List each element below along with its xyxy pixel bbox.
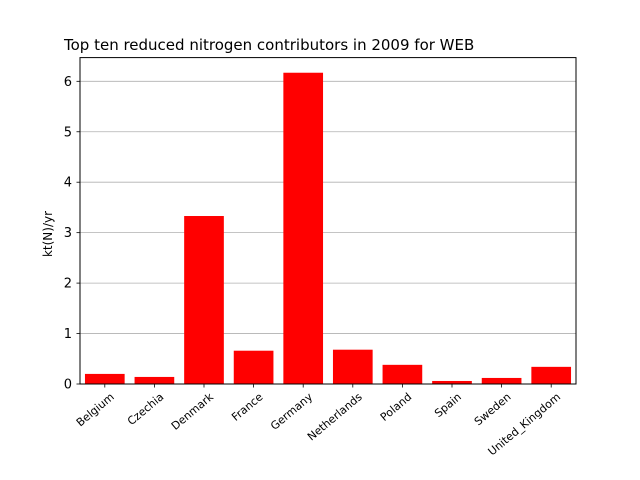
bars (84, 72, 572, 384)
x-tick-label: Sweden (472, 390, 514, 428)
y-tick-label: 3 (64, 226, 72, 241)
y-axis: 0 1 2 3 4 5 6 (64, 75, 80, 393)
bar-sweden (481, 377, 522, 384)
x-tick-label: Czechia (125, 390, 166, 428)
bar-belgium (84, 373, 125, 384)
bar-spain (432, 380, 472, 384)
x-axis: Belgium Czechia Denmark France GermanyNether… (74, 384, 563, 458)
y-tick-label: 5 (64, 125, 72, 140)
chart-title: Top ten reduced nitrogen contributors in… (63, 36, 474, 54)
y-axis-label: kt(N)/yr (41, 211, 55, 257)
plot-frame (79, 57, 577, 385)
gridlines (80, 80, 576, 385)
y-tick-label: 2 (64, 277, 72, 292)
x-tick-label: Poland (378, 390, 414, 424)
bar-denmark (184, 216, 224, 384)
bar-poland (382, 364, 423, 384)
x-tick-label: Spain (432, 390, 464, 420)
y-tick-label: 0 (64, 378, 72, 393)
bar-netherlands (332, 349, 373, 384)
bar-france (233, 350, 274, 384)
y-tick-label: 6 (64, 75, 72, 90)
x-tick-label: France (229, 390, 266, 424)
x-tick-label: Germany (268, 390, 315, 433)
y-tick-label: 1 (64, 327, 72, 342)
y-tick-label: 4 (64, 176, 72, 191)
bar-united-kingdom (531, 366, 572, 384)
x-tick-label: Denmark (169, 390, 217, 433)
x-tick-label: Belgium (74, 390, 117, 429)
bar-czechia (134, 376, 175, 384)
x-tick-label: Netherlands (305, 390, 365, 443)
bar-germany (283, 72, 324, 384)
